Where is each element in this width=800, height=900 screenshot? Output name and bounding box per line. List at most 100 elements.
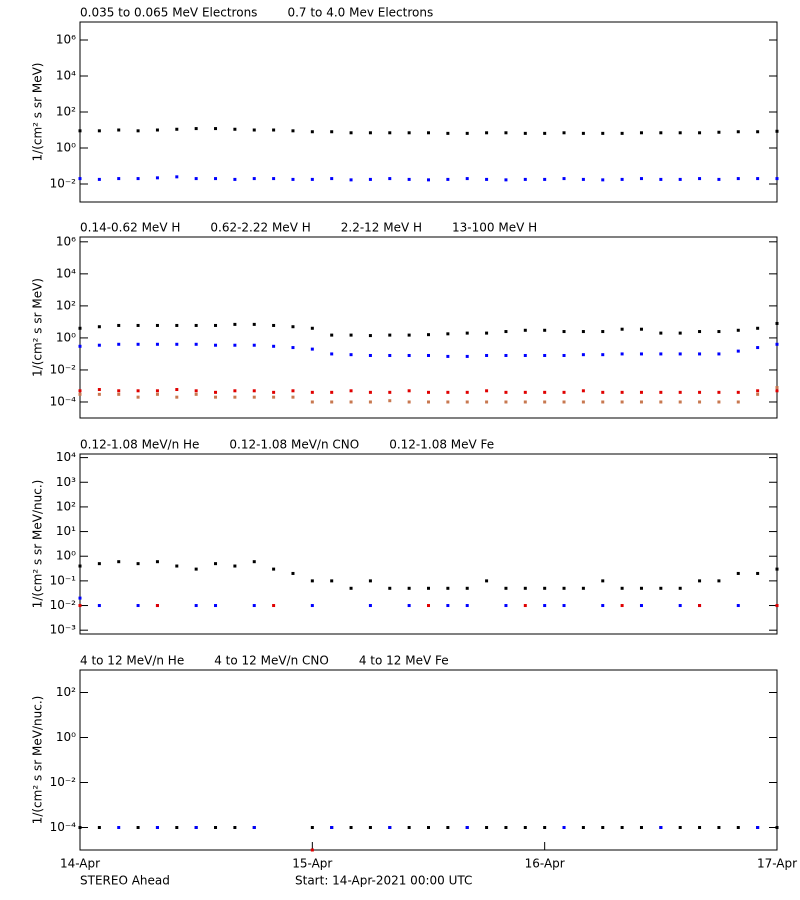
data-point <box>504 400 508 404</box>
data-point <box>272 177 276 181</box>
data-point <box>427 333 430 337</box>
data-point <box>175 175 179 179</box>
data-point <box>78 129 82 133</box>
data-point <box>639 177 643 181</box>
legend-entry: 0.12-1.08 MeV/n He <box>80 438 199 452</box>
data-point <box>427 586 430 590</box>
data-point <box>543 177 547 181</box>
data-point <box>330 390 334 394</box>
data-point <box>601 330 605 334</box>
data-point <box>407 604 411 608</box>
data-point <box>349 333 353 337</box>
annotation: STEREO Ahead <box>80 874 170 888</box>
data-point <box>368 131 372 135</box>
data-point <box>117 128 121 132</box>
data-point <box>407 353 411 357</box>
data-point <box>272 395 276 399</box>
y-tick-label: 10⁶ <box>56 234 76 248</box>
data-point <box>620 327 624 331</box>
data-point <box>272 604 276 608</box>
data-point <box>775 567 779 571</box>
data-point <box>136 562 140 566</box>
data-point <box>233 127 237 131</box>
annotation: Start: 14-Apr-2021 00:00 UTC <box>295 874 472 888</box>
data-point <box>214 343 218 347</box>
data-point <box>136 177 140 181</box>
data-point <box>233 564 237 568</box>
y-tick-label: 10⁴ <box>56 266 76 280</box>
data-point <box>620 390 624 394</box>
data-point <box>465 586 469 590</box>
data-point <box>194 567 198 571</box>
data-point <box>698 604 702 608</box>
plot-frame <box>79 21 778 203</box>
y-tick-label: 10⁴ <box>56 69 76 83</box>
data-point <box>756 326 760 330</box>
data-point <box>717 352 721 356</box>
data-point <box>291 571 295 575</box>
data-point <box>543 328 547 332</box>
data-point <box>252 389 256 393</box>
data-point <box>620 826 624 829</box>
data-point <box>155 128 159 132</box>
data-point <box>678 131 682 135</box>
data-point <box>581 389 585 393</box>
data-point <box>291 395 295 399</box>
data-point <box>252 128 256 132</box>
data-point <box>543 131 547 135</box>
data-point <box>117 342 121 346</box>
legend-entry: 13-100 MeV H <box>452 221 537 235</box>
data-point <box>659 177 663 181</box>
data-point <box>136 395 140 399</box>
data-point <box>620 352 624 356</box>
data-point <box>194 342 198 346</box>
data-point <box>446 586 450 590</box>
data-point <box>194 392 198 396</box>
data-point <box>214 395 218 399</box>
data-point <box>678 586 682 590</box>
data-point <box>736 826 740 829</box>
data-point <box>388 399 392 403</box>
legend-entry: 4 to 12 MeV Fe <box>359 654 449 668</box>
data-point <box>291 346 295 350</box>
data-point <box>465 604 469 608</box>
data-point <box>678 826 682 829</box>
data-point <box>601 353 605 357</box>
data-point <box>155 323 159 327</box>
plot-frame <box>79 669 778 851</box>
data-point <box>310 579 314 583</box>
data-point <box>601 178 605 182</box>
data-point <box>175 395 179 399</box>
data-point <box>368 390 372 394</box>
data-point <box>717 400 721 404</box>
data-point <box>698 330 702 334</box>
data-point <box>117 560 121 564</box>
data-point <box>407 400 411 404</box>
data-point <box>194 177 198 181</box>
data-point <box>368 353 372 357</box>
data-point <box>562 826 566 829</box>
legend-entry: 0.7 to 4.0 Mev Electrons <box>287 6 433 20</box>
data-point <box>349 826 353 829</box>
data-point <box>523 586 527 590</box>
data-point <box>775 386 779 390</box>
data-point <box>736 328 740 332</box>
data-point <box>601 579 605 583</box>
data-point <box>368 334 372 338</box>
data-point <box>175 564 179 568</box>
data-point <box>523 604 527 608</box>
data-point <box>214 604 218 608</box>
data-point <box>465 400 469 404</box>
data-point <box>504 390 508 394</box>
data-point <box>97 129 101 133</box>
data-point <box>659 400 663 404</box>
data-point <box>736 177 740 181</box>
data-point <box>388 353 392 357</box>
data-point <box>581 330 585 334</box>
data-point <box>310 400 314 404</box>
data-point <box>427 826 430 829</box>
data-point <box>233 826 237 829</box>
data-point <box>562 400 566 404</box>
data-point <box>639 604 643 608</box>
legend-entry: 0.12-1.08 MeV Fe <box>389 438 494 452</box>
